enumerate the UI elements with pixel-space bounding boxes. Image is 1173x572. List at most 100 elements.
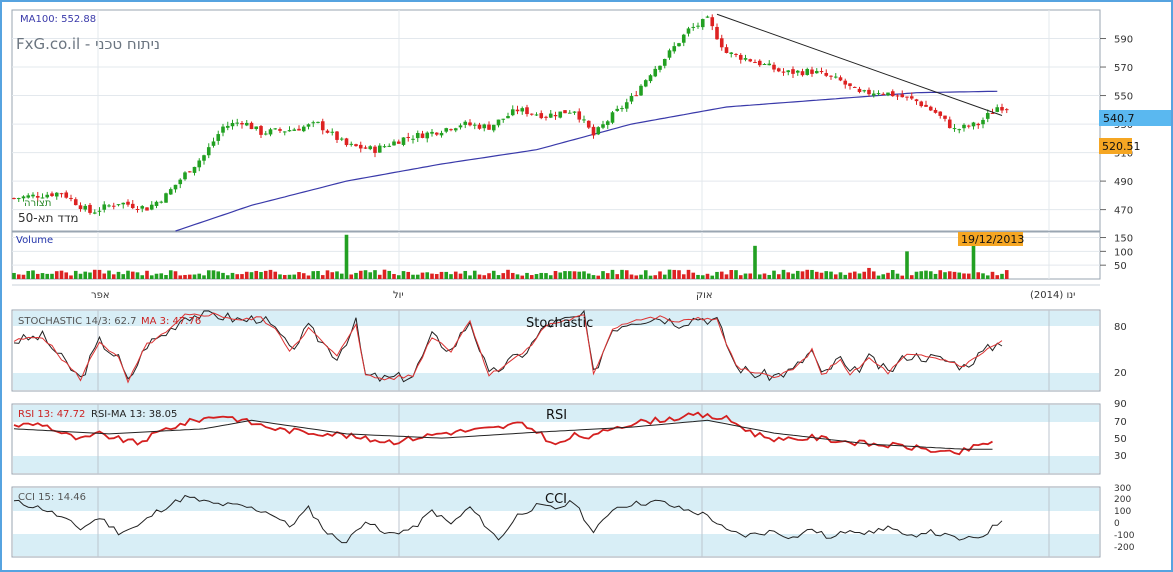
volume-bar xyxy=(791,273,795,279)
candle-body xyxy=(40,197,45,199)
candle-body xyxy=(553,114,558,117)
volume-bar xyxy=(292,274,297,279)
candle-body xyxy=(268,129,273,135)
candle-body xyxy=(971,122,976,127)
volume-bar xyxy=(743,273,748,279)
candle-body xyxy=(377,145,382,153)
candle-body xyxy=(624,102,629,109)
volume-bar xyxy=(472,270,477,279)
candle-body xyxy=(297,128,301,131)
rsi-panel: RSI RSI 13: 47.72 RSI-MA 13: 38.05 90 70… xyxy=(11,399,1127,475)
volume-bar xyxy=(102,273,107,279)
candle-body xyxy=(719,38,724,48)
rsi-tick-70: 70 xyxy=(1114,417,1127,428)
volume-bar xyxy=(26,270,31,279)
volume-bar xyxy=(653,275,658,279)
volume-bar xyxy=(572,271,577,279)
volume-bar xyxy=(710,275,715,279)
candle-body xyxy=(306,124,311,127)
candle-body xyxy=(183,172,187,180)
candle-body xyxy=(520,108,525,112)
candle-body xyxy=(529,113,534,115)
volume-bar xyxy=(886,272,890,279)
candle-body xyxy=(411,138,415,140)
candle-body xyxy=(12,198,16,200)
candle-body xyxy=(938,111,943,116)
volume-bar xyxy=(463,270,468,279)
candle-body xyxy=(130,203,135,209)
volume-bar xyxy=(439,271,444,279)
volume-bar xyxy=(615,274,620,279)
volume-bar xyxy=(482,275,487,279)
volume-bar xyxy=(396,275,401,279)
volume-bar xyxy=(805,269,810,279)
volume-bar xyxy=(420,272,425,279)
volume-bar xyxy=(914,271,919,279)
rsi-label: RSI 13: 47.72 xyxy=(18,409,85,420)
volume-bar xyxy=(852,271,857,279)
candle-body xyxy=(824,72,829,76)
volume-tick-label: 150 xyxy=(1114,234,1133,245)
candle-body xyxy=(610,112,615,123)
candle-body xyxy=(563,110,567,114)
candle-body xyxy=(31,194,35,197)
candle-body xyxy=(135,208,140,210)
volume-bar xyxy=(643,270,648,279)
candle-body xyxy=(1004,109,1009,111)
candle-body xyxy=(325,130,330,133)
candle-body xyxy=(724,47,729,53)
volume-bar xyxy=(919,271,924,279)
volume-bar xyxy=(938,270,943,279)
volume-bar xyxy=(833,274,838,279)
cci-line xyxy=(13,494,1003,544)
rsi-lines xyxy=(13,411,993,456)
stochastic-d-path xyxy=(13,312,1003,384)
volume-bar xyxy=(339,273,344,279)
volume-bar xyxy=(206,270,211,279)
volume-bar xyxy=(838,272,843,279)
candle-body xyxy=(92,212,97,214)
candle-body xyxy=(558,111,563,118)
candle-body xyxy=(164,193,168,203)
volume-bar xyxy=(814,271,819,279)
candle-body xyxy=(458,125,463,128)
volume-bar xyxy=(520,275,525,279)
candle-body xyxy=(586,120,591,128)
volume-bar xyxy=(962,273,966,279)
volume-bar xyxy=(800,271,805,279)
price-grid xyxy=(12,10,1100,231)
volume-bar xyxy=(392,274,396,279)
candle-body xyxy=(278,129,282,131)
volume-bar xyxy=(582,271,586,279)
volume-bar xyxy=(78,273,83,279)
candle-body xyxy=(795,70,800,73)
volume-bar xyxy=(97,269,102,279)
candle-body xyxy=(330,131,335,133)
volume-bar xyxy=(501,273,506,279)
x-label-apr: אפר xyxy=(91,290,110,301)
candle-body xyxy=(962,124,966,129)
volume-bar xyxy=(92,269,97,279)
candle-body xyxy=(453,128,458,131)
candle-body xyxy=(444,128,449,132)
volume-bar xyxy=(677,270,681,279)
candle-body xyxy=(791,69,795,74)
volume-bar xyxy=(905,251,909,279)
volume-bar xyxy=(164,275,168,279)
candle-body xyxy=(767,63,772,66)
volume-bar xyxy=(64,272,69,279)
candle-body xyxy=(78,205,83,210)
volume-bar xyxy=(895,273,900,279)
candle-body xyxy=(311,122,316,124)
volume-bar xyxy=(924,270,928,279)
candle-body xyxy=(401,137,406,145)
candle-body xyxy=(591,126,596,136)
volume-bar xyxy=(567,271,572,279)
volume-bar xyxy=(634,275,639,279)
volume-bar xyxy=(857,273,862,279)
candle-body xyxy=(287,130,292,132)
candle-body xyxy=(221,126,225,133)
volume-bar xyxy=(829,271,833,279)
volume-bar xyxy=(83,271,88,279)
cci-tick-m200: -200 xyxy=(1114,543,1135,553)
